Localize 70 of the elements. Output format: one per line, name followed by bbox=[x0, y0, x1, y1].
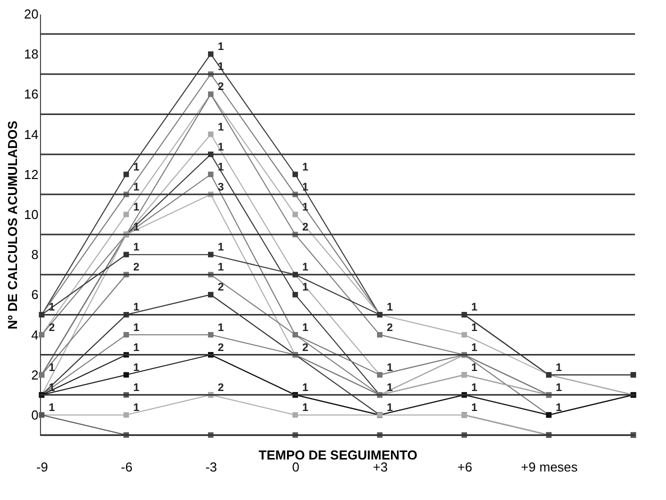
annotation: 1 bbox=[133, 222, 140, 234]
y-tick-label: 12 bbox=[24, 166, 38, 182]
annotation: 1 bbox=[48, 362, 55, 374]
x-tick-label: +6 bbox=[457, 460, 472, 474]
annotation: 1 bbox=[133, 181, 140, 194]
annotation: 1 bbox=[471, 342, 478, 354]
annotation: 1 bbox=[556, 382, 562, 394]
annotation: 1 bbox=[471, 362, 478, 374]
y-tick-label: 6 bbox=[31, 287, 38, 302]
annotation: 1 bbox=[471, 382, 478, 394]
annotation: 1 bbox=[471, 322, 478, 334]
annotation: 1 bbox=[302, 402, 308, 414]
x-tick-label: +9 meses bbox=[520, 460, 578, 474]
annotation: 1 bbox=[386, 402, 393, 414]
annotation: 1 bbox=[133, 342, 140, 354]
annotation: 1 bbox=[218, 41, 224, 54]
annotation: 1 bbox=[302, 282, 308, 294]
annotation: 1 bbox=[218, 322, 224, 334]
annotation: 1 bbox=[386, 362, 393, 374]
x-tick-label: -9 bbox=[36, 460, 48, 474]
annotation: 1 bbox=[218, 141, 224, 154]
annotation: 1 bbox=[302, 161, 308, 174]
annotation: 1 bbox=[48, 382, 55, 394]
x-tick-label: +3 bbox=[372, 460, 388, 474]
y-tick-label: 20 bbox=[24, 6, 38, 22]
annotation: 1 bbox=[556, 362, 562, 374]
y-tick-label: 4 bbox=[31, 327, 38, 342]
annotation: 1 bbox=[302, 382, 308, 394]
annotation: 1 bbox=[133, 362, 140, 374]
x-tick-label: -6 bbox=[120, 460, 132, 474]
annotation: 2 bbox=[386, 322, 393, 334]
annotation: 1 bbox=[133, 322, 140, 334]
y-tick-label: 0 bbox=[31, 407, 38, 422]
annotation: 2 bbox=[302, 342, 308, 354]
annotation: 2 bbox=[218, 342, 224, 354]
annotation: 1 bbox=[133, 302, 140, 314]
annotation: 1 bbox=[302, 322, 308, 334]
annotation: 1 bbox=[218, 242, 224, 254]
annotation: 1 bbox=[471, 302, 478, 314]
y-tick-label: 18 bbox=[24, 46, 38, 62]
annotation: 2 bbox=[48, 322, 55, 334]
y-tick-label: 10 bbox=[24, 206, 38, 222]
annotation: 1 bbox=[302, 181, 308, 194]
annotation: 2 bbox=[133, 262, 140, 274]
annotation: 1 bbox=[386, 302, 393, 314]
annotation: 1 bbox=[133, 161, 140, 174]
y-tick-label: 14 bbox=[24, 126, 38, 142]
y-axis-title: Nº DE CALCULOS ACUMULADOS bbox=[5, 120, 20, 330]
annotation: 2 bbox=[302, 222, 308, 234]
x-tick-label: 0 bbox=[292, 460, 300, 474]
annotation: 1 bbox=[133, 242, 140, 254]
annotation: 1 bbox=[302, 262, 308, 274]
annotation: 1 bbox=[218, 161, 224, 174]
annotation: 1 bbox=[386, 382, 393, 394]
y-tick-label: 8 bbox=[31, 247, 38, 262]
annotation: 1 bbox=[133, 201, 140, 214]
annotation: 1 bbox=[556, 402, 562, 414]
annotation: 1 bbox=[133, 402, 140, 414]
annotation: 1 bbox=[218, 121, 224, 134]
annotation: 3 bbox=[218, 181, 224, 194]
x-tick-label: -3 bbox=[205, 460, 218, 474]
annotation: 1 bbox=[471, 402, 478, 414]
annotation: 2 bbox=[218, 382, 224, 394]
annotation: 2 bbox=[218, 282, 224, 294]
annotation: 1 bbox=[218, 262, 224, 274]
y-tick-label: 2 bbox=[31, 367, 38, 382]
annotation: 1 bbox=[133, 382, 140, 394]
annotation: 1 bbox=[48, 402, 55, 414]
y-tick-label: 16 bbox=[24, 86, 38, 102]
x-axis-title: TEMPO DE SEGUIMENTO bbox=[258, 448, 418, 462]
